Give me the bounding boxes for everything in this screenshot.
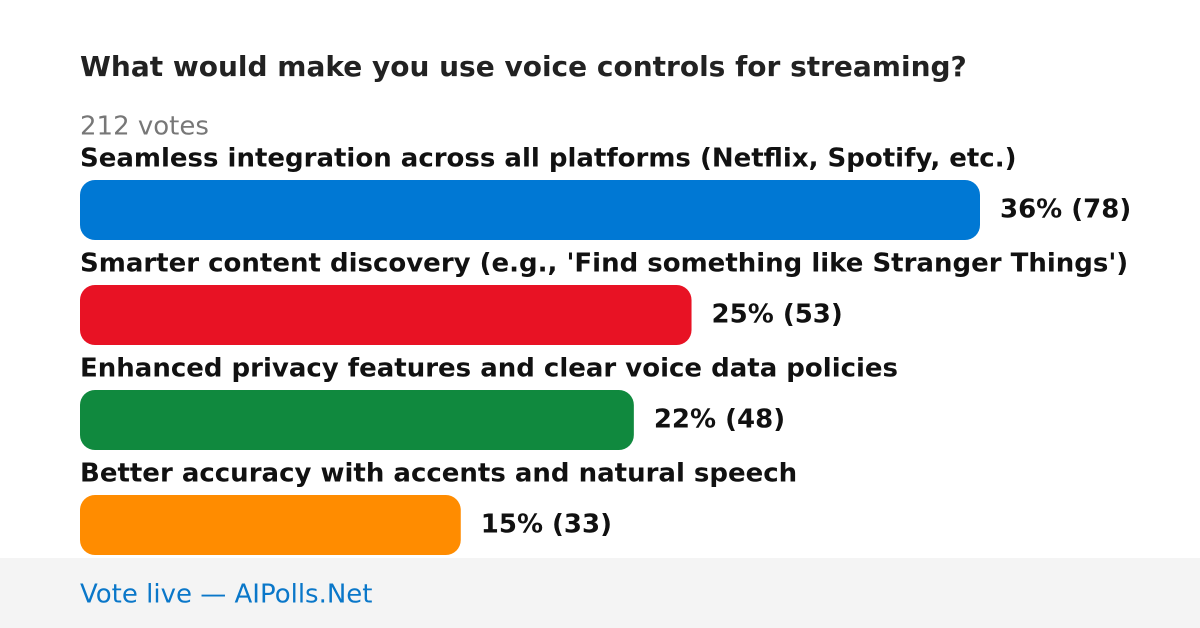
value-label: 22% (48) <box>654 405 785 435</box>
option-label: Enhanced privacy features and clear voic… <box>80 354 898 384</box>
bar <box>80 390 634 450</box>
vote-count: 212 votes <box>80 112 209 142</box>
option-label: Smarter content discovery (e.g., 'Find s… <box>80 249 1128 279</box>
value-label: 25% (53) <box>712 300 843 330</box>
value-label: 36% (78) <box>1000 195 1131 225</box>
footer-band <box>0 558 1200 628</box>
bar <box>80 285 692 345</box>
option-label: Seamless integration across all platform… <box>80 144 1016 174</box>
bar <box>80 180 980 240</box>
value-label: 15% (33) <box>481 510 612 540</box>
option-label: Better accuracy with accents and natural… <box>80 459 797 489</box>
bar <box>80 495 461 555</box>
footer-link[interactable]: Vote live — AIPolls.Net <box>80 580 373 610</box>
poll-title: What would make you use voice controls f… <box>80 50 967 83</box>
